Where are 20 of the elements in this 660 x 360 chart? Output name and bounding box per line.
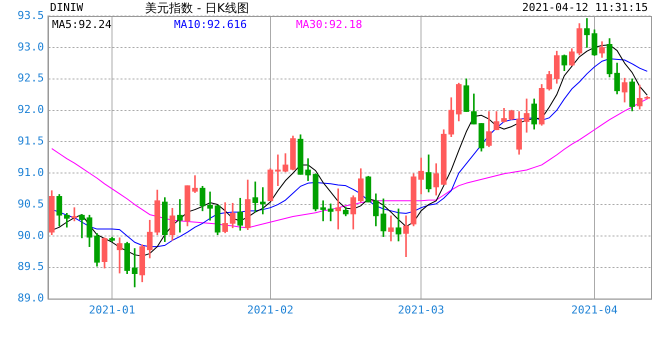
- chart-title: 美元指数 - 日K线图: [145, 0, 249, 17]
- x-tick-label: 2021-02: [247, 303, 294, 316]
- y-tick-label: 90.0: [18, 228, 44, 242]
- chart-subtitle: DINIW: [50, 1, 84, 14]
- text: 2021-04-12 11:31:15: [522, 1, 648, 14]
- y-tick-label: 93.0: [18, 40, 44, 54]
- y-tick-label: 91.5: [18, 134, 44, 148]
- text: MA30:92.18: [296, 18, 364, 31]
- y-tick-label: 92.5: [18, 72, 44, 85]
- y-tick-label: 93.5: [18, 8, 44, 22]
- y-tick-label: 90.5: [18, 197, 44, 210]
- x-tick-label: 2021-03: [398, 303, 444, 316]
- x-tick-label: 2021-04: [571, 303, 618, 316]
- text: MA5:92.24: [52, 18, 113, 31]
- text: MA10:92.616: [174, 18, 248, 31]
- y-tick-label: 92.0: [18, 103, 44, 116]
- y-tick-label: 91.0: [18, 166, 44, 179]
- y-tick-label: 89.0: [18, 292, 44, 305]
- y-tick-label: 89.5: [18, 260, 44, 274]
- x-tick-label: 2021-01: [88, 303, 136, 316]
